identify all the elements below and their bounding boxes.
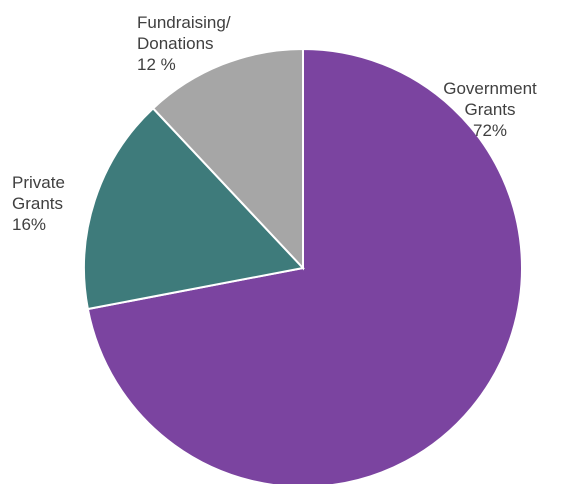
pie-slice-fundraising-donations — [151, 47, 304, 271]
data-label-fundraising-donations: Fundraising/ Donations 12 % — [137, 12, 231, 75]
label-line: Grants — [464, 100, 516, 119]
data-label-government-grants: Government Grants 72% — [420, 78, 560, 141]
label-line: Private — [12, 173, 65, 192]
pie-slices — [83, 47, 523, 484]
label-line: Fundraising/ — [137, 13, 231, 32]
pie-slice-private-grants — [83, 106, 305, 311]
label-value: 72% — [472, 121, 508, 140]
label-value: 12 % — [137, 55, 176, 74]
label-line: Government — [443, 79, 537, 98]
data-label-private-grants: Private Grants 16% — [12, 172, 65, 235]
label-line: Grants — [12, 194, 64, 213]
pie-slice-government-grants — [86, 47, 523, 484]
label-value: 16% — [12, 215, 47, 234]
label-line: Donations — [137, 34, 214, 53]
